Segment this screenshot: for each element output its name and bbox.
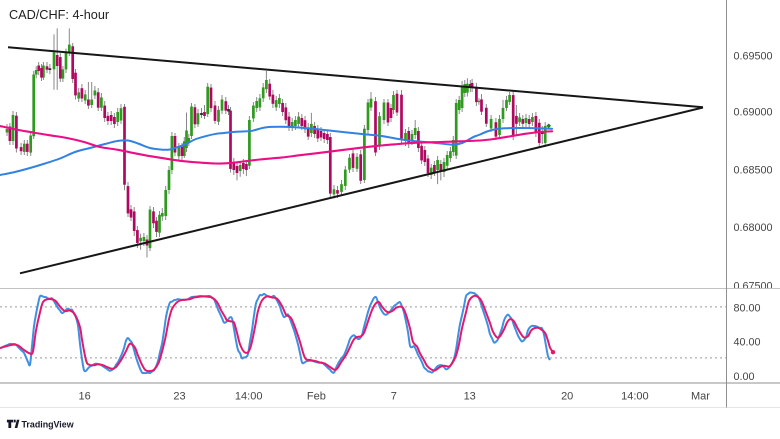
svg-text:14:00: 14:00 (621, 391, 649, 403)
svg-text:40.00: 40.00 (734, 336, 761, 348)
svg-text:16: 16 (78, 391, 90, 403)
svg-text:13: 13 (464, 391, 476, 403)
svg-text:7: 7 (391, 391, 397, 403)
svg-text:0.69000: 0.69000 (734, 107, 773, 119)
svg-text:CAD/CHF: 4-hour: CAD/CHF: 4-hour (9, 8, 110, 22)
svg-text:14:00: 14:00 (235, 391, 263, 403)
svg-text:0.68500: 0.68500 (734, 164, 773, 176)
svg-text:80.00: 80.00 (734, 302, 761, 314)
svg-text:Mar: Mar (691, 391, 710, 403)
svg-text:20: 20 (561, 391, 573, 403)
svg-text:0.00: 0.00 (734, 371, 755, 383)
svg-text:23: 23 (173, 391, 185, 403)
svg-text:0.67500: 0.67500 (734, 281, 773, 293)
svg-text:Feb: Feb (307, 391, 326, 403)
svg-text:TradingView: TradingView (22, 420, 74, 430)
svg-text:0.69500: 0.69500 (734, 50, 773, 62)
svg-text:0.68000: 0.68000 (734, 222, 773, 234)
